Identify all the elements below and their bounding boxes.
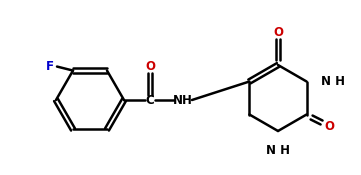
Text: N H: N H: [321, 75, 345, 88]
Text: O: O: [273, 26, 283, 38]
Text: O: O: [145, 60, 155, 72]
Text: O: O: [325, 120, 335, 133]
Text: F: F: [46, 60, 54, 73]
Text: NH: NH: [173, 93, 193, 107]
Text: C: C: [145, 93, 155, 107]
Text: N H: N H: [266, 144, 290, 157]
